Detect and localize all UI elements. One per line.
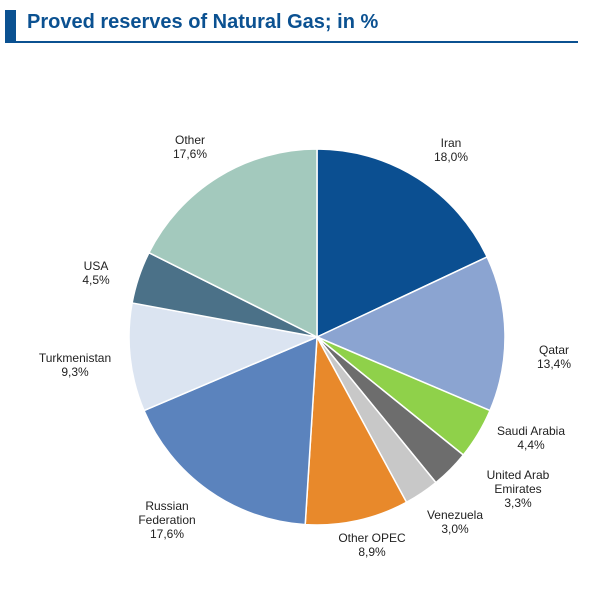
pie-label-value: 9,3%: [61, 365, 89, 379]
pie-slice-other: [148, 148, 318, 338]
pie-slice-qatar: [316, 256, 506, 412]
pie-label-name: Federation: [138, 513, 195, 527]
pie-label-iran: Iran 18,0%: [434, 136, 468, 164]
pie-label-value: 8,9%: [358, 545, 386, 559]
pie-label-name: Venezuela: [427, 508, 483, 522]
pie-label-name: Qatar: [539, 343, 569, 357]
pie-label-name: Iran: [441, 136, 462, 150]
pie-label-qatar: Qatar 13,4%: [537, 343, 571, 371]
pie-slice-other-opec: [304, 336, 408, 526]
pie-label-other-opec: Other OPEC 8,9%: [338, 531, 406, 559]
pie-slice-turkmenistan: [128, 302, 318, 412]
pie-label-usa: USA 4,5%: [82, 259, 110, 287]
pie-label-turkmenistan: Turkmenistan 9,3%: [39, 351, 111, 379]
pie-label-russian-federation: Russian Federation 17,6%: [138, 499, 195, 541]
pie-label-united-arab-emirates: United Arab Emirates 3,3%: [487, 468, 550, 510]
pie-label-value: 4,4%: [517, 438, 545, 452]
pie-slice-iran: [316, 148, 488, 338]
pie-label-name: Saudi Arabia: [497, 424, 565, 438]
pie-label-name: Emirates: [494, 482, 541, 496]
pie-label-value: 3,0%: [441, 522, 469, 536]
pie-label-value: 18,0%: [434, 150, 468, 164]
pie-label-venezuela: Venezuela 3,0%: [427, 508, 483, 536]
pie-label-name: Other: [175, 133, 205, 147]
pie-slice-russian-federation: [143, 336, 318, 526]
pie-label-name: United Arab: [487, 468, 550, 482]
title-underline: [16, 41, 578, 43]
pie-label-name: Russian: [145, 499, 188, 513]
pie-label-saudi-arabia: Saudi Arabia 4,4%: [497, 424, 565, 452]
pie-label-name: Other OPEC: [338, 531, 406, 545]
title-accent-bar: [5, 10, 16, 43]
pie-label-value: 3,3%: [504, 496, 532, 510]
pie-label-other: Other 17,6%: [173, 133, 207, 161]
pie-label-value: 17,6%: [150, 527, 184, 541]
pie-label-value: 4,5%: [82, 273, 110, 287]
pie-label-value: 17,6%: [173, 147, 207, 161]
pie-label-value: 13,4%: [537, 357, 571, 371]
pie-label-name: Turkmenistan: [39, 351, 111, 365]
chart-title: Proved reserves of Natural Gas; in %: [27, 11, 379, 33]
pie-label-name: USA: [84, 259, 109, 273]
